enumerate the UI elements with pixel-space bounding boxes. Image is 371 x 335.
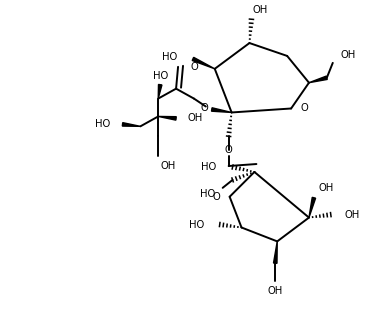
Text: O: O [225,145,233,155]
Polygon shape [158,117,176,120]
Text: OH: OH [319,183,334,193]
Text: OH: OH [341,50,356,60]
Polygon shape [192,57,215,69]
Text: O: O [191,62,199,72]
Polygon shape [309,76,327,83]
Text: O: O [300,104,308,114]
Polygon shape [273,242,277,263]
Text: O: O [200,104,208,114]
Text: HO: HO [201,162,217,172]
Polygon shape [158,84,162,98]
Text: HO: HO [188,219,204,229]
Polygon shape [211,108,232,113]
Text: OH: OH [188,114,203,123]
Text: OH: OH [345,210,360,220]
Polygon shape [122,123,140,126]
Polygon shape [309,197,316,217]
Text: HO: HO [95,119,111,129]
Text: OH: OH [252,5,268,15]
Text: HO: HO [200,189,215,199]
Text: HO: HO [162,52,177,62]
Text: O: O [213,192,221,202]
Text: OH: OH [267,286,283,296]
Text: HO: HO [152,71,168,81]
Text: OH: OH [160,161,175,171]
